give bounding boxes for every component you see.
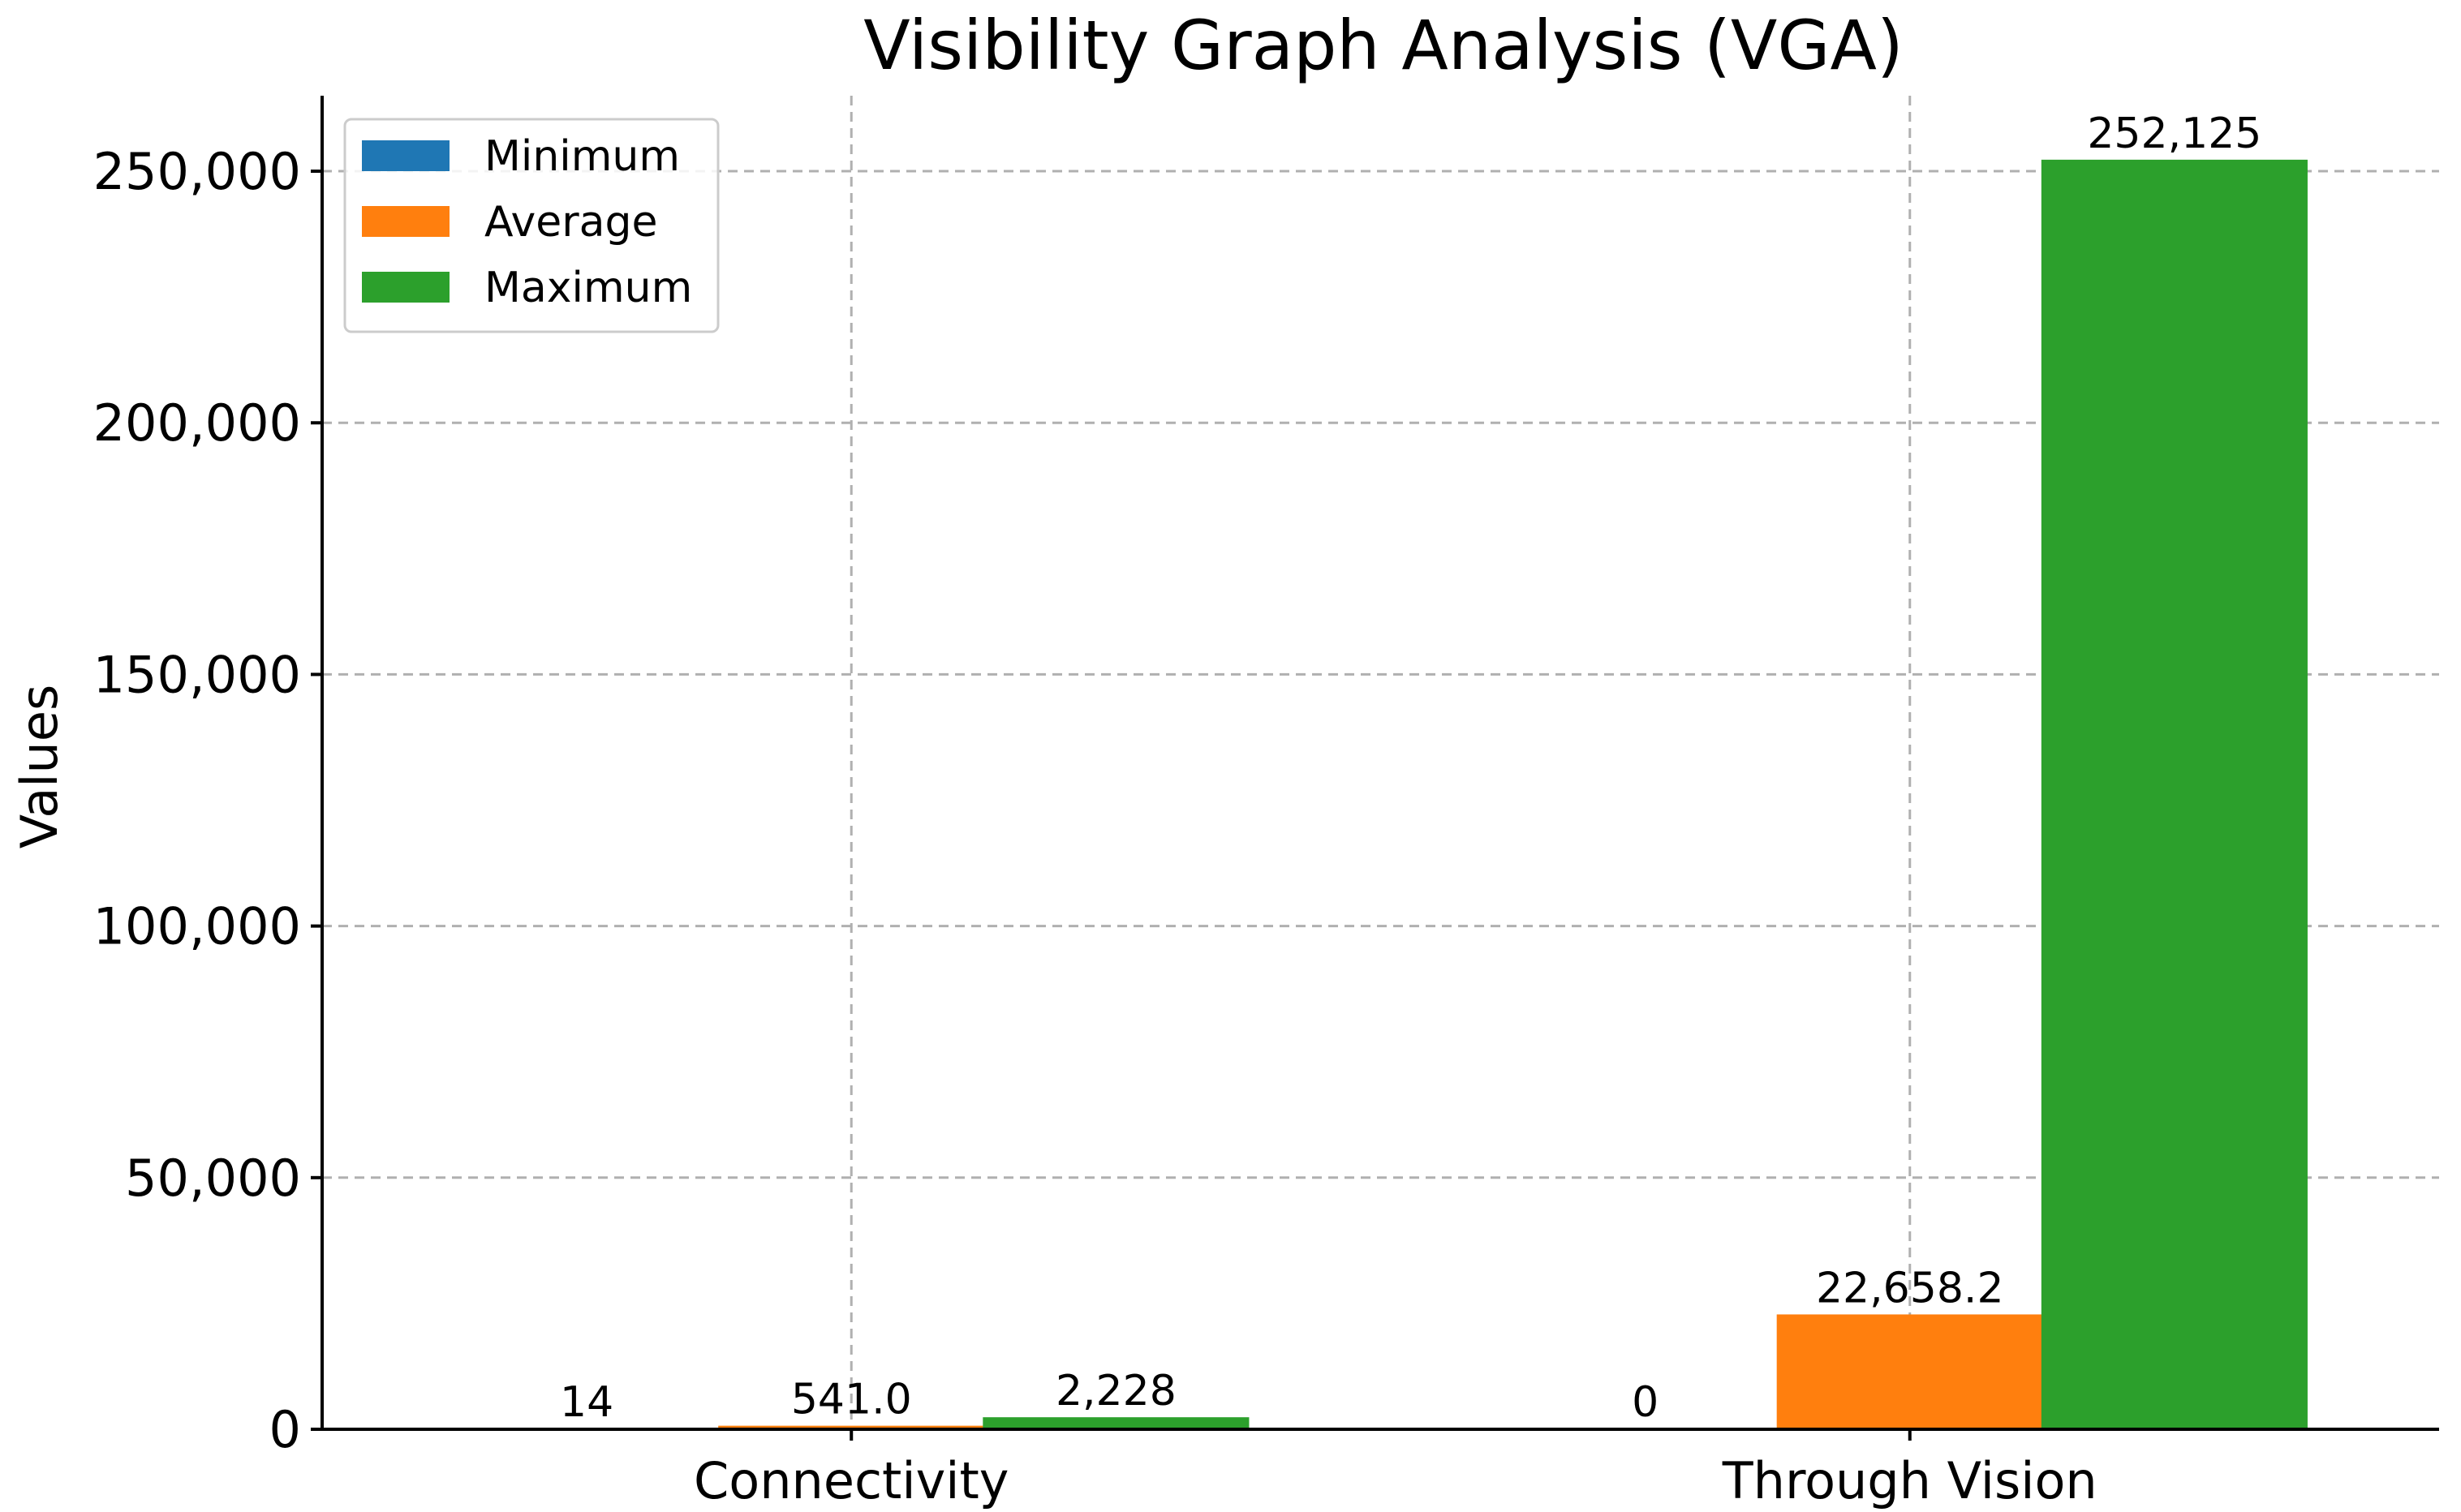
legend: Minimum Average Maximum: [343, 118, 720, 333]
y-tick-label: 250,000: [93, 142, 301, 201]
data-label: 541.0: [791, 1376, 912, 1424]
data-label: 0: [1632, 1378, 1659, 1427]
legend-label-minimum: Minimum: [484, 132, 680, 181]
legend-label-maximum: Maximum: [484, 264, 692, 312]
y-tick-label: 50,000: [125, 1149, 301, 1208]
axes: 0 50,000 100,000 150,000 200,000 250,000 Conne…: [93, 96, 2439, 1510]
x-tick-label: Connectivity: [694, 1451, 1009, 1510]
bars: [454, 159, 2308, 1431]
bar-average-2: [1776, 1314, 2043, 1431]
legend-swatch-maximum: [362, 272, 450, 303]
bar-maximum-1: [983, 1417, 1250, 1430]
data-label: 14: [560, 1378, 613, 1427]
data-labels: 14 0 541.0 22,658.2 2,228 252,125: [560, 110, 2261, 1427]
legend-label-average: Average: [484, 198, 658, 247]
legend-swatch-average: [362, 206, 450, 237]
x-tick-label: Through Vision: [1722, 1451, 2097, 1510]
data-label: 22,658.2: [1816, 1264, 2004, 1312]
bar-maximum-2: [2041, 159, 2308, 1431]
data-label: 252,125: [2087, 110, 2261, 158]
y-tick-label: 150,000: [93, 645, 301, 704]
y-axis-label: Values: [10, 685, 69, 849]
y-tick-label: 200,000: [93, 393, 301, 453]
y-tick-label: 100,000: [93, 897, 301, 956]
chart-title: Visibility Graph Analysis (VGA): [863, 6, 1903, 85]
y-tick-label: 0: [269, 1400, 301, 1459]
legend-swatch-minimum: [362, 140, 450, 171]
data-label: 2,228: [1056, 1367, 1177, 1415]
grid: [322, 96, 2439, 1429]
